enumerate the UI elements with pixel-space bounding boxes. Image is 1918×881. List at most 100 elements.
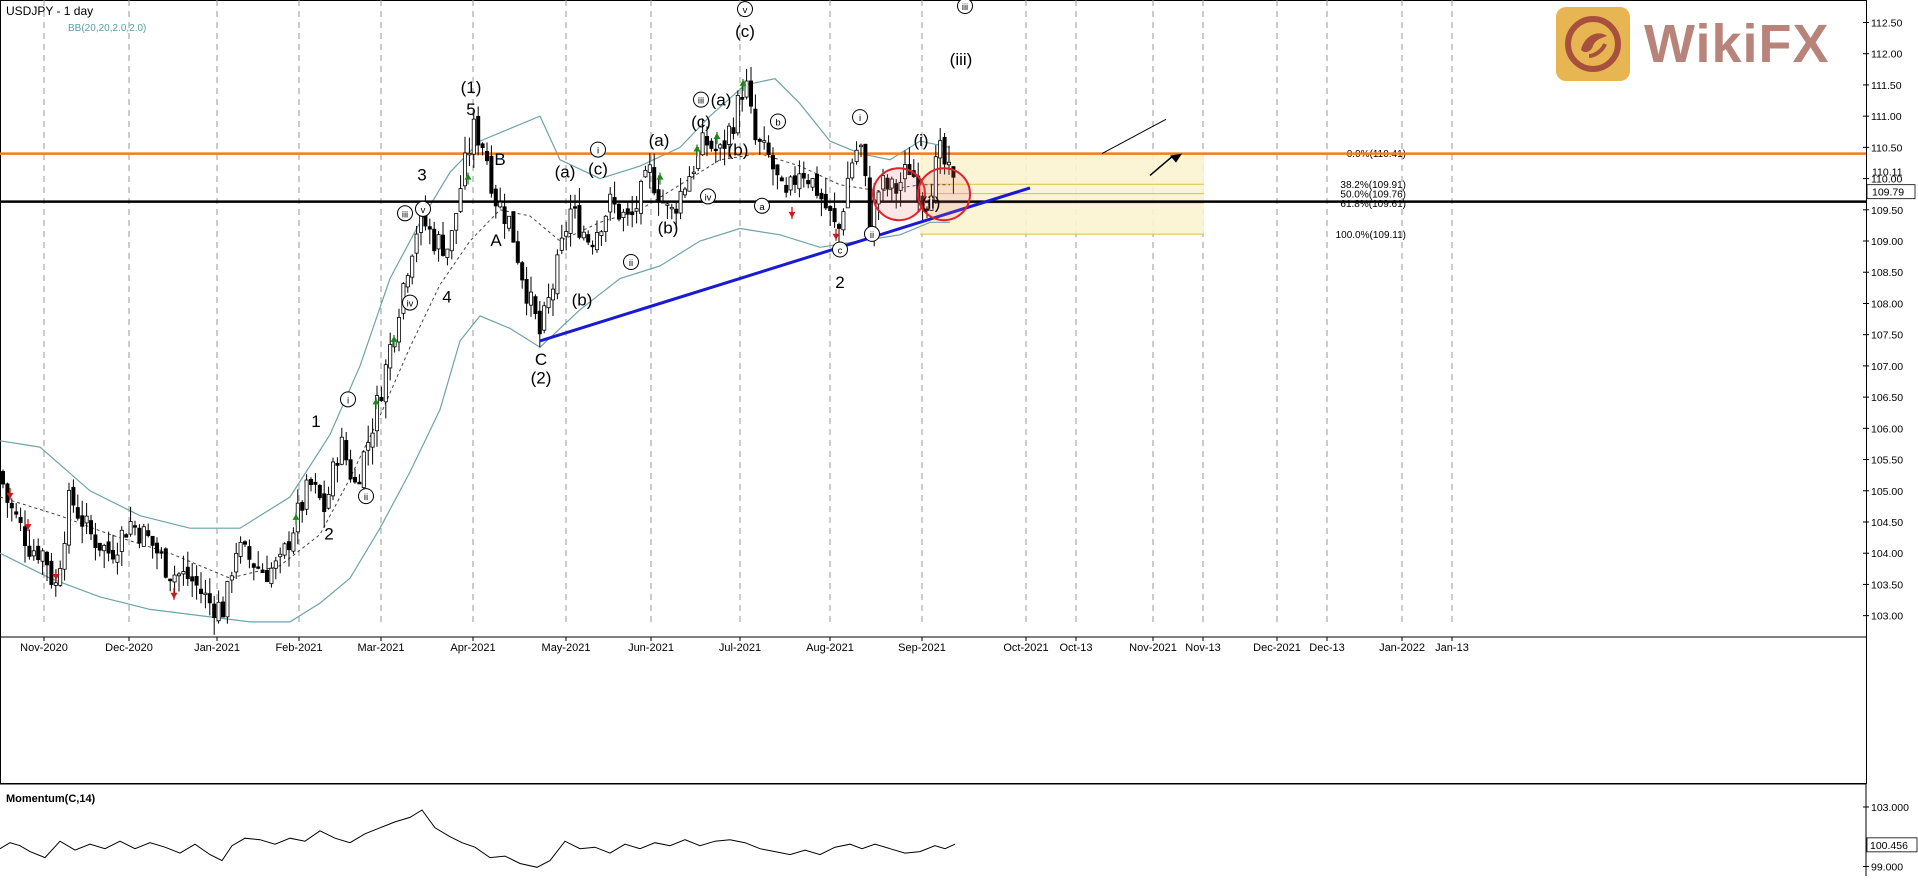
candle xyxy=(634,196,639,224)
candle-body xyxy=(867,177,872,232)
time-tick-label: Nov-2021 xyxy=(1129,642,1177,654)
candle-body xyxy=(489,155,494,194)
momentum-panel: 103.000 99.000 100.456 xyxy=(0,783,1918,876)
candle xyxy=(212,595,217,635)
candle-body xyxy=(722,140,727,149)
signal-arrow-head xyxy=(788,211,796,218)
candle-body xyxy=(625,208,630,215)
wave-label-text: iii xyxy=(402,209,408,220)
candle xyxy=(141,523,146,547)
momentum-value-box xyxy=(1866,837,1918,853)
candle-body xyxy=(467,152,472,156)
signal-arrow-head xyxy=(52,574,60,581)
candle-body xyxy=(951,166,956,178)
current-price-label: 109.79 xyxy=(1872,187,1904,199)
candle xyxy=(31,539,36,561)
candle-body xyxy=(753,108,758,141)
wave-sketch-line xyxy=(1101,118,1167,155)
candle-body xyxy=(150,535,155,546)
time-tick-label: Mar-2021 xyxy=(357,642,404,654)
wave-label-text: (b) xyxy=(658,219,679,238)
candle-body xyxy=(819,192,824,200)
candle xyxy=(810,178,815,191)
candle xyxy=(168,578,173,592)
candle xyxy=(264,555,269,583)
candle-body xyxy=(93,534,98,548)
candle-body xyxy=(388,344,393,369)
candle xyxy=(700,118,705,156)
candle-body xyxy=(132,525,137,528)
candle-body xyxy=(524,278,529,304)
candle xyxy=(124,533,129,538)
candle-body xyxy=(335,462,340,466)
candle-body xyxy=(14,511,19,515)
candle-body xyxy=(141,526,146,547)
wave-label-text: (i) xyxy=(913,131,928,150)
candle-body xyxy=(137,527,142,544)
wave-label-text: (c) xyxy=(691,113,711,132)
candle-body xyxy=(168,578,173,582)
time-tick-label: Nov-2020 xyxy=(20,642,68,654)
candle xyxy=(766,135,771,158)
candle xyxy=(595,220,600,253)
candle xyxy=(80,500,85,544)
candle xyxy=(850,158,855,181)
candle-body xyxy=(797,173,802,190)
candle xyxy=(687,166,692,192)
candle-body xyxy=(938,140,943,159)
candle xyxy=(203,580,208,609)
signal-arrow-head xyxy=(656,173,664,180)
candle-body xyxy=(181,571,186,575)
candle-body xyxy=(159,551,164,554)
candle xyxy=(216,590,221,624)
signal-arrow-head xyxy=(739,79,747,86)
time-tick-label: Jan-2021 xyxy=(194,642,240,654)
candle xyxy=(27,529,32,560)
wave-label-text: (iii) xyxy=(950,50,973,69)
wave-label-text: 3 xyxy=(417,166,426,185)
wave-label: (1) xyxy=(461,78,482,97)
fib-level-label: 61.8%(109.61) xyxy=(1340,199,1406,210)
candle-body xyxy=(480,143,485,149)
candle xyxy=(36,538,41,564)
candle xyxy=(669,203,674,220)
highlight-circle xyxy=(872,167,926,222)
candle xyxy=(925,206,930,218)
candle xyxy=(568,194,573,247)
candle xyxy=(784,177,789,198)
candle-body xyxy=(581,231,586,239)
candle-body xyxy=(947,161,952,166)
candle xyxy=(49,553,54,589)
candle xyxy=(220,596,225,618)
candle xyxy=(0,469,6,489)
wave-label-text: C xyxy=(535,350,547,369)
bollinger-label: BB(20,20,2.0,2.0) xyxy=(68,23,146,34)
candle-body xyxy=(339,436,344,465)
price-tick-label: 110.00 xyxy=(1871,174,1902,186)
candle-body xyxy=(929,195,934,211)
wave-label-text: v xyxy=(421,205,426,216)
candle xyxy=(859,143,864,158)
candle xyxy=(502,193,507,239)
candle xyxy=(14,503,19,519)
candle xyxy=(740,86,745,112)
wave-label: c xyxy=(832,241,848,258)
candle-body xyxy=(815,173,820,196)
candle-body xyxy=(282,543,287,556)
signal-arrow-down xyxy=(832,228,840,241)
candle xyxy=(938,128,943,174)
wave-label-circle xyxy=(693,91,709,108)
candle-body xyxy=(775,164,780,176)
candle xyxy=(894,179,899,209)
wave-label: iv xyxy=(700,188,716,205)
candle-body xyxy=(661,201,666,204)
candle-body xyxy=(229,575,234,581)
wave-label-text: 2 xyxy=(835,273,844,292)
candle xyxy=(903,150,908,193)
candle xyxy=(247,539,252,569)
candle xyxy=(62,531,67,581)
candle-body xyxy=(163,548,168,578)
momentum-title: Momentum(C,14) xyxy=(6,793,96,805)
price-tick-label: 109.00 xyxy=(1871,236,1903,248)
wave-label-text: iii xyxy=(698,96,704,107)
